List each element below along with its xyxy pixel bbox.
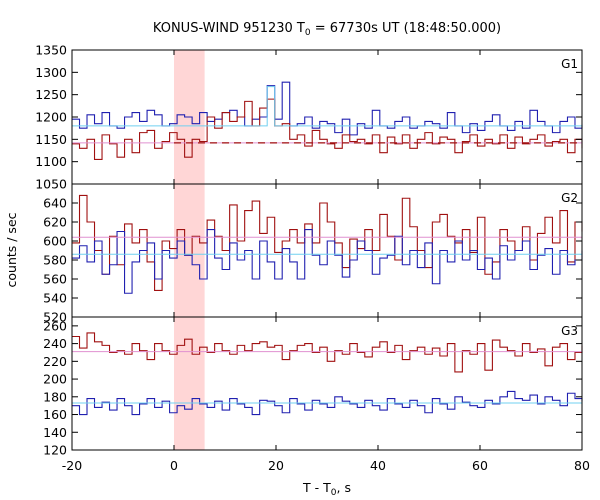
x-axis-label: T - T0, s xyxy=(302,480,351,498)
y-tick-label-g2: 520 xyxy=(43,310,67,325)
panel-frame-g3 xyxy=(71,316,583,451)
y-tick-label-g3: 180 xyxy=(43,389,67,404)
y-tick-label-g1: 1300 xyxy=(35,65,67,80)
x-tick-label: -20 xyxy=(62,458,82,473)
x-tick-label: 0 xyxy=(170,458,178,473)
y-tick-label-g3: 140 xyxy=(43,425,67,440)
y-tick-label-g1: 1250 xyxy=(35,87,67,102)
y-tick-label-g3: 160 xyxy=(43,407,67,422)
y-tick-label-g2: 600 xyxy=(43,234,67,249)
panel-frame-g1 xyxy=(71,49,583,185)
y-tick-label-g3: 240 xyxy=(43,336,67,351)
y-tick-label-g1: 1150 xyxy=(35,132,67,147)
y-tick-label-g3: 200 xyxy=(43,372,67,387)
panel-label-g3: G3 xyxy=(561,324,578,338)
x-tick-label: 80 xyxy=(574,458,590,473)
highlight-band xyxy=(174,50,205,450)
x-tick-label: 40 xyxy=(370,458,386,473)
y-tick-label-g2: 620 xyxy=(43,215,67,230)
series-g3-dark_red xyxy=(72,332,583,373)
x-tick-label: 20 xyxy=(268,458,284,473)
panel-label-g2: G2 xyxy=(561,191,578,205)
y-tick-label-g1: 1050 xyxy=(35,177,67,192)
y-tick-label-g2: 640 xyxy=(43,196,67,211)
y-tick-label-g2: 560 xyxy=(43,272,67,287)
series-g2-blue xyxy=(72,229,583,294)
y-tick-label-g1: 1350 xyxy=(35,43,67,58)
series-g1-blue xyxy=(72,81,583,136)
y-tick-label-g1: 1100 xyxy=(35,154,67,169)
series-g1-light_blue xyxy=(72,86,582,127)
y-tick-label-g3: 260 xyxy=(43,318,67,333)
chart-title: KONUS-WIND 951230 T0 = 67730s UT (18:48:… xyxy=(153,21,501,38)
y-tick-label-g2: 580 xyxy=(43,253,67,268)
plot-area: 1050110011501200125013001350G15205405605… xyxy=(35,43,590,474)
panel-label-g1: G1 xyxy=(561,57,578,71)
x-tick-label: 60 xyxy=(472,458,488,473)
y-tick-label-g1: 1200 xyxy=(35,110,67,125)
y-tick-label-g2: 540 xyxy=(43,291,67,306)
series-g3-blue xyxy=(72,390,583,416)
y-tick-label-g3: 220 xyxy=(43,354,67,369)
series-g1-dark_red xyxy=(72,98,583,160)
y-axis-label: counts / sec xyxy=(4,212,19,287)
y-tick-label-g3: 120 xyxy=(43,443,67,458)
